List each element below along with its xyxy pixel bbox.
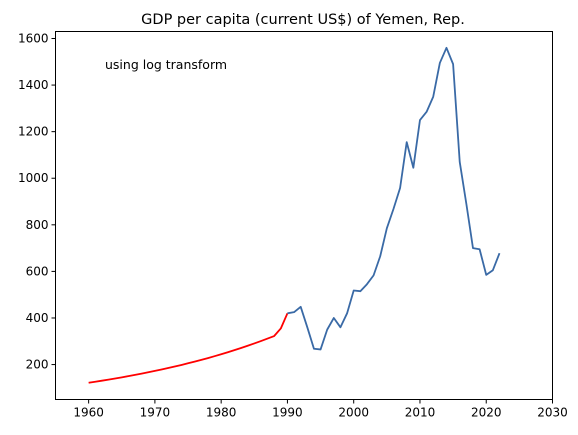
x-tick-label: 1980 (206, 406, 237, 420)
y-tick-label: 800 (26, 218, 49, 232)
transform-annotation: using log transform (105, 57, 227, 72)
y-tick-label: 200 (26, 358, 49, 372)
chart-title: GDP per capita (current US$) of Yemen, R… (141, 12, 465, 28)
y-tick-label: 1200 (18, 125, 49, 139)
y-tick-label: 1000 (18, 171, 49, 185)
x-tick-label: 2030 (537, 406, 568, 420)
y-tick-label: 400 (26, 311, 49, 325)
x-tick-label: 1970 (140, 406, 171, 420)
x-tick-label: 1990 (272, 406, 303, 420)
y-tick-label: 1600 (18, 31, 49, 45)
x-tick-label: 2010 (405, 406, 436, 420)
y-tick-label: 600 (26, 264, 49, 278)
y-tick-label: 1400 (18, 78, 49, 92)
x-tick-label: 2000 (338, 406, 369, 420)
x-tick-label: 1960 (73, 406, 104, 420)
x-tick-label: 2020 (471, 406, 502, 420)
